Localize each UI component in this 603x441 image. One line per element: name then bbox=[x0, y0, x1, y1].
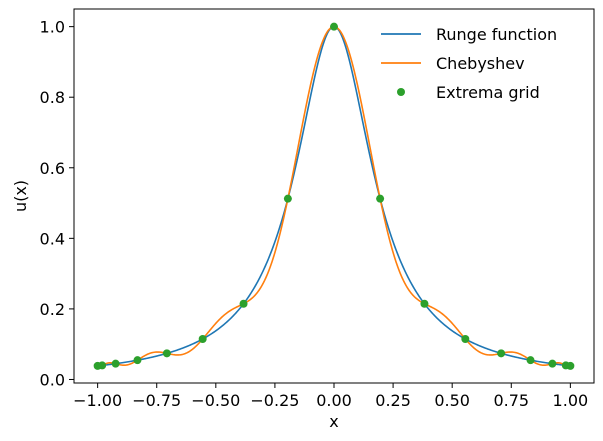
x-tick-label: −0.25 bbox=[250, 391, 299, 410]
extrema-grid-point bbox=[566, 361, 575, 370]
extrema-grid-point bbox=[198, 335, 207, 344]
x-tick-label: 0.25 bbox=[375, 391, 411, 410]
y-tick-label: 0.2 bbox=[40, 300, 65, 319]
extrema-grid-point bbox=[420, 299, 429, 308]
y-tick-label: 1.0 bbox=[40, 18, 65, 37]
x-axis-ticks: −1.00 −0.75 −0.50 −0.25 0.00 0.25 0.50 0.75 1.00 bbox=[73, 383, 588, 410]
x-tick-label: 0.75 bbox=[493, 391, 529, 410]
extrema-grid-point bbox=[111, 359, 120, 368]
x-tick-label: −0.50 bbox=[191, 391, 240, 410]
extrema-grid-point bbox=[376, 194, 385, 203]
markers bbox=[93, 22, 575, 370]
x-tick-label: 1.00 bbox=[553, 391, 589, 410]
y-tick-label: 0.4 bbox=[40, 229, 65, 248]
curves bbox=[97, 25, 571, 368]
extrema-grid-point bbox=[162, 349, 171, 358]
legend-label: Extrema grid bbox=[436, 83, 540, 102]
x-tick-label: −0.75 bbox=[132, 391, 181, 410]
y-tick-label: 0.6 bbox=[40, 159, 65, 178]
legend-label: Runge function bbox=[436, 25, 557, 44]
y-tick-label: 0.8 bbox=[40, 88, 65, 107]
x-tick-label: 0.00 bbox=[316, 391, 352, 410]
extrema-grid-point bbox=[526, 356, 535, 365]
y-axis-label: u(x) bbox=[11, 180, 30, 212]
y-tick-label: 0.0 bbox=[40, 370, 65, 389]
extrema-grid-point bbox=[98, 361, 107, 370]
extrema-grid-point bbox=[133, 356, 142, 365]
extrema-grid-point bbox=[239, 299, 248, 308]
extrema-grid-point bbox=[330, 22, 338, 31]
chebyshev-line bbox=[97, 25, 571, 368]
x-tick-label: 0.50 bbox=[434, 391, 470, 410]
legend-label: Chebyshev bbox=[436, 54, 525, 73]
legend: Runge function Chebyshev Extrema grid bbox=[381, 25, 557, 102]
x-tick-label: −1.00 bbox=[73, 391, 122, 410]
legend-marker-swatch bbox=[397, 88, 405, 96]
y-axis-ticks: 0.0 0.2 0.4 0.6 0.8 1.0 bbox=[40, 18, 74, 389]
extrema-grid-point bbox=[461, 335, 470, 344]
x-axis-label: x bbox=[329, 412, 338, 431]
extrema-grid-point bbox=[283, 194, 292, 203]
runge-function-line bbox=[97, 25, 571, 367]
extrema-grid-point bbox=[497, 349, 506, 358]
extrema-grid-point bbox=[548, 359, 557, 368]
